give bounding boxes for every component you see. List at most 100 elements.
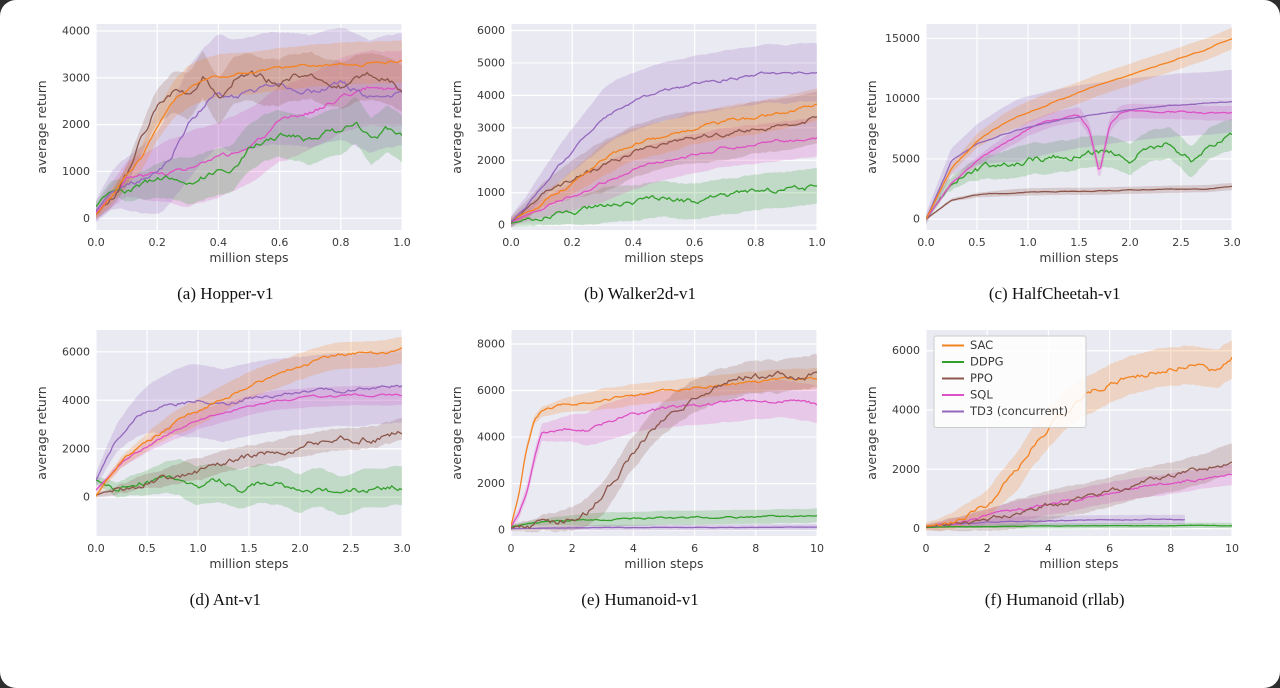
chart-ant: 0.0 0.5 1.0 1.5 2.0 2.5 3.0 0 2000 4000 6000 millio… <box>34 330 412 571</box>
svg-text:0: 0 <box>498 219 505 232</box>
svg-text:0.4: 0.4 <box>625 236 643 249</box>
svg-text:average return: average return <box>449 386 464 479</box>
svg-text:0: 0 <box>507 542 514 555</box>
svg-text:4000: 4000 <box>62 394 90 407</box>
svg-text:average return: average return <box>34 386 49 479</box>
svg-text:1.0: 1.0 <box>394 236 412 249</box>
svg-text:TD3 (concurrent): TD3 (concurrent) <box>969 404 1068 418</box>
legend: SAC DDPG PPO SQL TD3 (concurrent) <box>933 335 1087 428</box>
subplot-walker2d: 0.0 0.2 0.4 0.6 0.8 1.0 0 1000 2000 3000 4000 5000 6… <box>433 16 848 304</box>
svg-text:4000: 4000 <box>892 404 920 417</box>
svg-text:PPO: PPO <box>970 371 993 385</box>
chart-humanoid-rllab: 0 2 4 6 8 10 0 2000 4000 6000 million steps average… <box>864 330 1239 571</box>
svg-text:1.0: 1.0 <box>1019 236 1037 249</box>
svg-text:0: 0 <box>913 213 920 226</box>
svg-text:0: 0 <box>913 522 920 535</box>
subplot-humanoid-rllab: 0 2 4 6 8 10 0 2000 4000 6000 million steps average… <box>847 322 1262 610</box>
svg-text:3000: 3000 <box>62 71 90 84</box>
svg-text:10000: 10000 <box>885 92 920 105</box>
svg-text:average return: average return <box>449 80 464 173</box>
svg-text:0.8: 0.8 <box>747 236 765 249</box>
svg-text:6000: 6000 <box>62 345 90 358</box>
svg-text:3.0: 3.0 <box>1223 236 1241 249</box>
svg-text:2.5: 2.5 <box>343 542 361 555</box>
svg-text:1.0: 1.0 <box>190 542 208 555</box>
svg-text:6000: 6000 <box>892 344 920 357</box>
svg-text:1.5: 1.5 <box>1070 236 1088 249</box>
svg-text:0.5: 0.5 <box>968 236 986 249</box>
svg-text:1000: 1000 <box>477 186 505 199</box>
svg-text:0.8: 0.8 <box>332 236 350 249</box>
svg-text:4: 4 <box>1045 542 1052 555</box>
svg-text:0.6: 0.6 <box>686 236 704 249</box>
svg-text:million steps: million steps <box>210 556 289 571</box>
subplot-humanoid-v1: 0 2 4 6 8 10 0 2000 4000 6000 8000 million steps ave… <box>433 322 848 610</box>
svg-text:0.2: 0.2 <box>149 236 167 249</box>
caption-halfcheetah: (c) HalfCheetah-v1 <box>988 284 1121 303</box>
subplot-halfcheetah: 0.0 0.5 1.0 1.5 2.0 2.5 3.0 0 5000 10000 15000 mill… <box>847 16 1262 304</box>
svg-text:8000: 8000 <box>477 337 505 350</box>
svg-text:2: 2 <box>569 542 576 555</box>
svg-text:1.5: 1.5 <box>241 542 259 555</box>
svg-text:million steps: million steps <box>1039 250 1118 265</box>
svg-text:2000: 2000 <box>62 442 90 455</box>
svg-text:million steps: million steps <box>624 556 703 571</box>
svg-text:0.2: 0.2 <box>563 236 581 249</box>
caption-ant: (d) Ant-v1 <box>189 590 261 609</box>
svg-text:8: 8 <box>752 542 759 555</box>
svg-text:4000: 4000 <box>477 431 505 444</box>
svg-text:average return: average return <box>864 80 879 173</box>
svg-text:5000: 5000 <box>892 152 920 165</box>
caption-humanoid-rllab: (f) Humanoid (rllab) <box>984 590 1125 609</box>
svg-text:15000: 15000 <box>885 32 920 45</box>
svg-text:10: 10 <box>810 542 824 555</box>
svg-text:6000: 6000 <box>477 384 505 397</box>
svg-text:1.0: 1.0 <box>808 236 826 249</box>
svg-text:0.0: 0.0 <box>88 542 106 555</box>
caption-hopper: (a) Hopper-v1 <box>177 284 274 303</box>
svg-text:2000: 2000 <box>62 118 90 131</box>
svg-text:4: 4 <box>630 542 637 555</box>
svg-text:0: 0 <box>83 491 90 504</box>
svg-text:5000: 5000 <box>477 56 505 69</box>
chart-hopper: 0.0 0.2 0.4 0.6 0.8 1.0 0 1000 2000 3000 4000 milli… <box>34 24 412 265</box>
svg-text:3000: 3000 <box>477 121 505 134</box>
svg-text:10: 10 <box>1225 542 1239 555</box>
subplot-grid: 0.0 0.2 0.4 0.6 0.8 1.0 0 1000 2000 3000 4000 milli… <box>18 16 1262 610</box>
svg-text:2: 2 <box>983 542 990 555</box>
chart-walker2d: 0.0 0.2 0.4 0.6 0.8 1.0 0 1000 2000 3000 4000 5000 6… <box>449 24 826 265</box>
svg-text:2.5: 2.5 <box>1172 236 1190 249</box>
svg-text:0.6: 0.6 <box>271 236 289 249</box>
svg-text:average return: average return <box>864 386 879 479</box>
svg-text:2000: 2000 <box>477 477 505 490</box>
chart-humanoid-v1: 0 2 4 6 8 10 0 2000 4000 6000 8000 million steps ave… <box>449 330 824 571</box>
svg-text:0: 0 <box>498 524 505 537</box>
svg-text:2.0: 2.0 <box>1121 236 1139 249</box>
svg-text:3.0: 3.0 <box>394 542 412 555</box>
subplot-hopper: 0.0 0.2 0.4 0.6 0.8 1.0 0 1000 2000 3000 4000 milli… <box>18 16 433 304</box>
caption-walker2d: (b) Walker2d-v1 <box>583 284 697 303</box>
svg-text:SQL: SQL <box>970 388 993 402</box>
svg-text:2000: 2000 <box>892 463 920 476</box>
svg-text:6: 6 <box>691 542 698 555</box>
svg-text:0.0: 0.0 <box>502 236 520 249</box>
svg-text:0.0: 0.0 <box>917 236 935 249</box>
svg-text:2.0: 2.0 <box>292 542 310 555</box>
chart-halfcheetah: 0.0 0.5 1.0 1.5 2.0 2.5 3.0 0 5000 10000 15000 mill… <box>864 24 1241 265</box>
svg-text:0: 0 <box>922 542 929 555</box>
svg-text:4000: 4000 <box>62 25 90 38</box>
svg-text:6000: 6000 <box>477 24 505 37</box>
svg-text:0.0: 0.0 <box>88 236 106 249</box>
svg-text:average return: average return <box>34 80 49 173</box>
svg-text:DDPG: DDPG <box>970 355 1004 369</box>
svg-text:SAC: SAC <box>970 338 993 352</box>
svg-text:0: 0 <box>83 212 90 225</box>
caption-humanoid-v1: (e) Humanoid-v1 <box>581 590 699 609</box>
svg-text:million steps: million steps <box>1039 556 1118 571</box>
subplot-ant: 0.0 0.5 1.0 1.5 2.0 2.5 3.0 0 2000 4000 6000 millio… <box>18 322 433 610</box>
svg-text:6: 6 <box>1106 542 1113 555</box>
svg-text:million steps: million steps <box>624 250 703 265</box>
svg-text:2000: 2000 <box>477 154 505 167</box>
svg-text:0.4: 0.4 <box>210 236 228 249</box>
